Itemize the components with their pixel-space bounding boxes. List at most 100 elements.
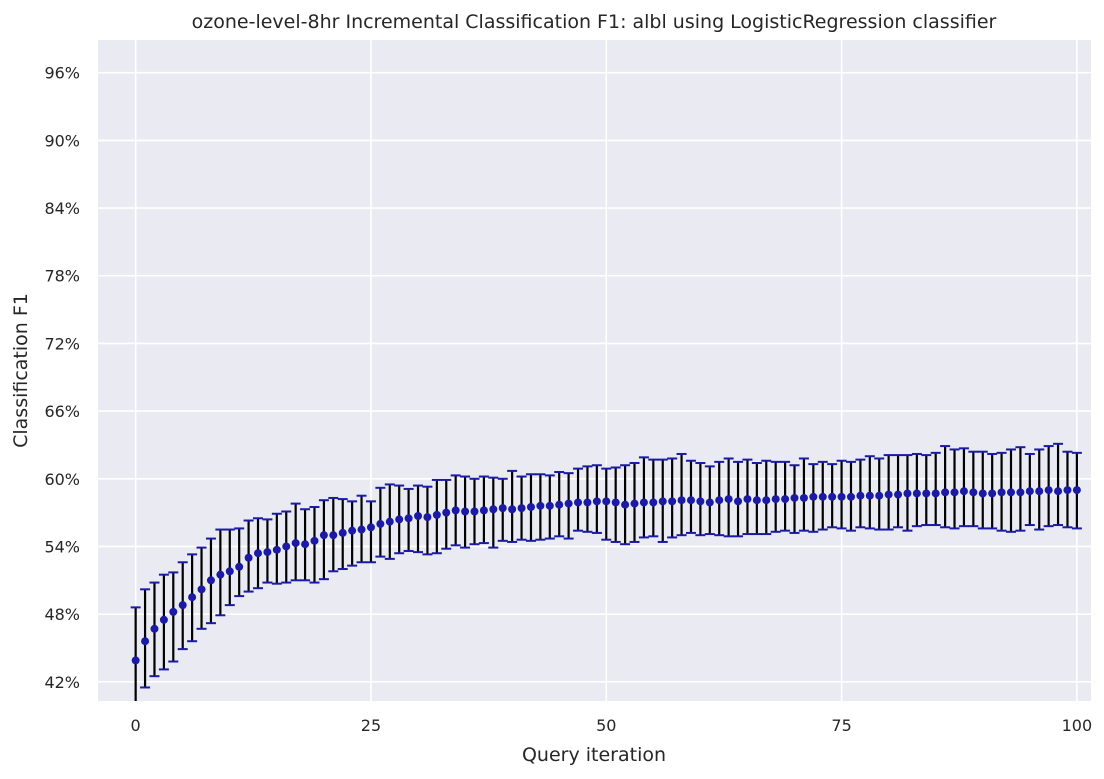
- y-tick-label: 66%: [44, 402, 80, 421]
- data-point: [677, 496, 686, 505]
- data-point: [414, 512, 423, 521]
- data-point: [1016, 488, 1025, 497]
- data-point: [621, 500, 630, 509]
- data-point: [545, 501, 554, 510]
- data-point: [282, 542, 291, 551]
- data-point: [696, 497, 705, 506]
- data-point: [611, 498, 620, 507]
- data-point: [931, 489, 940, 498]
- data-point: [743, 495, 752, 504]
- data-point: [263, 548, 272, 557]
- data-point: [1006, 488, 1015, 497]
- data-point: [630, 499, 639, 508]
- data-point: [235, 562, 244, 571]
- data-point: [828, 492, 837, 501]
- data-point: [781, 495, 790, 504]
- data-point: [216, 570, 225, 579]
- data-point: [1063, 486, 1072, 495]
- data-point: [639, 498, 648, 507]
- data-point: [997, 488, 1006, 497]
- data-point: [357, 525, 366, 534]
- data-point: [141, 637, 150, 646]
- data-point: [978, 489, 987, 498]
- data-point: [894, 490, 903, 499]
- data-point: [423, 513, 432, 522]
- data-point: [442, 508, 451, 517]
- x-axis-label: Query iteration: [522, 744, 666, 766]
- data-point: [254, 549, 263, 558]
- data-point: [1025, 487, 1034, 496]
- data-point: [856, 491, 865, 500]
- data-point: [395, 515, 404, 524]
- data-point: [536, 501, 545, 510]
- data-point: [837, 492, 846, 501]
- y-tick-label: 42%: [44, 673, 80, 692]
- data-point: [338, 528, 347, 537]
- data-point: [376, 519, 385, 528]
- data-point: [762, 496, 771, 505]
- data-point: [498, 504, 507, 513]
- data-point: [461, 507, 470, 516]
- data-point: [206, 576, 215, 585]
- data-point: [310, 536, 319, 545]
- data-point: [875, 491, 884, 500]
- data-point: [592, 497, 601, 506]
- data-point: [912, 489, 921, 498]
- data-point: [705, 498, 714, 507]
- data-point: [432, 510, 441, 519]
- y-tick-label: 96%: [44, 64, 80, 83]
- data-point: [555, 500, 564, 509]
- y-tick-label: 78%: [44, 267, 80, 286]
- y-tick-label: 54%: [44, 537, 80, 556]
- data-point: [470, 507, 479, 516]
- y-tick-label: 84%: [44, 199, 80, 218]
- data-point: [526, 502, 535, 511]
- data-point: [479, 506, 488, 515]
- data-point: [715, 496, 724, 505]
- data-point: [1035, 487, 1044, 496]
- data-point: [602, 497, 611, 506]
- x-tick-label: 100: [1062, 716, 1093, 735]
- data-point: [846, 492, 855, 501]
- data-point: [950, 488, 959, 497]
- data-point: [799, 493, 808, 502]
- plot-area: [98, 40, 1091, 701]
- y-tick-labels: 42% 48% 54% 60% 66% 72% 78% 84% 90% 96%: [44, 64, 80, 692]
- data-point: [686, 496, 695, 505]
- data-point: [272, 545, 281, 554]
- data-point: [244, 553, 253, 562]
- chart-title: ozone-level-8hr Incremental Classificati…: [192, 11, 997, 33]
- data-point: [159, 615, 168, 624]
- data-point: [790, 493, 799, 502]
- data-point: [988, 489, 997, 498]
- data-point: [734, 497, 743, 506]
- data-point: [225, 567, 234, 576]
- data-point: [348, 526, 357, 535]
- data-point: [188, 593, 197, 602]
- y-tick-label: 48%: [44, 605, 80, 624]
- data-point: [131, 656, 140, 665]
- data-point: [1072, 486, 1081, 495]
- y-tick-label: 60%: [44, 470, 80, 489]
- y-axis-label: Classification F1: [10, 293, 32, 448]
- data-point: [903, 489, 912, 498]
- data-point: [169, 607, 178, 616]
- data-point: [922, 489, 931, 498]
- grid: [98, 40, 1091, 701]
- data-point: [941, 488, 950, 497]
- data-point: [574, 498, 583, 507]
- data-point: [583, 498, 592, 507]
- data-point: [1054, 487, 1063, 496]
- data-point: [564, 499, 573, 508]
- data-point: [1044, 486, 1053, 495]
- data-point: [865, 491, 874, 500]
- x-tick-label: 75: [831, 716, 851, 735]
- data-point: [649, 498, 658, 507]
- data-point: [508, 505, 517, 514]
- data-point: [959, 487, 968, 496]
- data-point: [771, 495, 780, 504]
- data-point: [150, 624, 159, 633]
- data-point: [197, 585, 206, 594]
- data-point: [517, 504, 526, 513]
